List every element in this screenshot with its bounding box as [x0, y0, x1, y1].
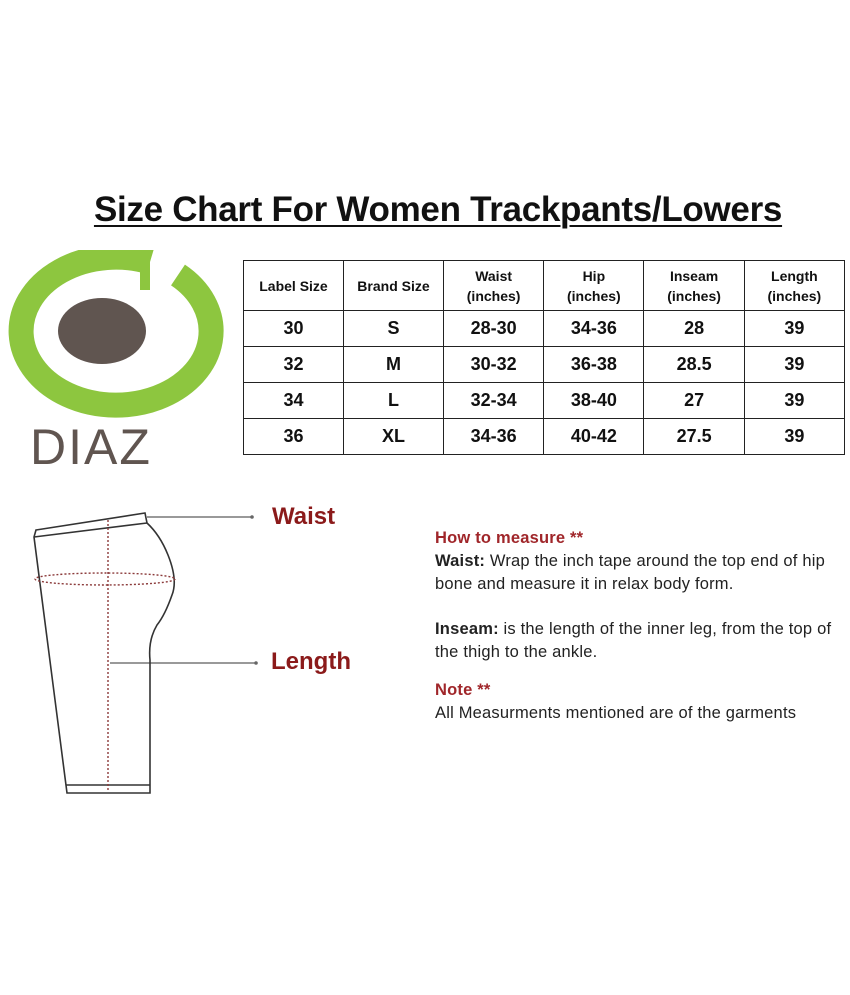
length-label: Length	[271, 648, 351, 675]
hip-measure-line	[34, 572, 176, 586]
cell: 32-34	[442, 382, 545, 419]
cell: 40-42	[543, 418, 645, 455]
measure-instructions: How to measure ** Waist: Wrap the inch t…	[435, 527, 835, 725]
waistband-line	[33, 522, 148, 538]
cell: M	[342, 346, 445, 383]
cell: 39	[743, 382, 846, 419]
cell: 32	[243, 346, 344, 383]
cell: 36-38	[543, 346, 645, 383]
inseam-instruction: Inseam: is the length of the inner leg, …	[435, 620, 832, 661]
how-to-measure-heading: How to measure **	[435, 529, 584, 547]
cell: S	[342, 310, 445, 347]
cell: 34	[243, 382, 344, 419]
table-header-row: Label Size Brand Size Waist (inches) Hip(…	[243, 260, 846, 311]
pants-diagram	[33, 512, 258, 794]
cell: 36	[243, 418, 344, 455]
header-length: Length (inches)	[743, 260, 846, 311]
cell: 30	[243, 310, 344, 347]
cell: 28	[643, 310, 745, 347]
logo-stem-icon	[140, 252, 150, 290]
logo-dot-icon	[58, 298, 146, 364]
logo-ring-icon	[8, 250, 224, 418]
cell: 27	[643, 382, 745, 419]
cell: 28.5	[643, 346, 745, 383]
header-waist: Waist (inches)	[442, 260, 545, 311]
table-row: 36 XL 34-36 40-42 27.5 39	[243, 418, 846, 455]
cell: 34-36	[442, 418, 545, 455]
note-text: All Measurments mentioned are of the gar…	[435, 704, 797, 722]
note-heading: Note **	[435, 681, 491, 699]
page-title: Size Chart For Women Trackpants/Lowers	[93, 190, 783, 229]
table-row: 30 S 28-30 34-36 28 39	[243, 310, 846, 347]
cell: 27.5	[643, 418, 745, 455]
cell: 30-32	[442, 346, 545, 383]
header-label-size: Label Size	[243, 260, 344, 311]
cell: 39	[743, 310, 846, 347]
cell: 28-30	[442, 310, 545, 347]
cell: 34-36	[543, 310, 645, 347]
cell: XL	[342, 418, 445, 455]
waist-label: Waist	[272, 503, 336, 530]
cell: 38-40	[543, 382, 645, 419]
table-row: 34 L 32-34 38-40 27 39	[243, 382, 846, 419]
header-inseam: Inseam (inches)	[643, 260, 745, 311]
header-brand-size: Brand Size	[342, 260, 445, 311]
size-table: Label Size Brand Size Waist (inches) Hip(…	[243, 260, 846, 455]
pants-outline	[33, 512, 176, 794]
logo-text: DIAZ	[30, 419, 152, 470]
table-row: 32 M 30-32 36-38 28.5 39	[243, 346, 846, 383]
cell: L	[342, 382, 445, 419]
header-hip: Hip (inches)	[543, 260, 645, 311]
cell: 39	[743, 418, 846, 455]
cell: 39	[743, 346, 846, 383]
waist-instruction: Waist: Wrap the inch tape around the top…	[435, 552, 825, 593]
diaz-logo: DIAZ	[8, 250, 224, 470]
